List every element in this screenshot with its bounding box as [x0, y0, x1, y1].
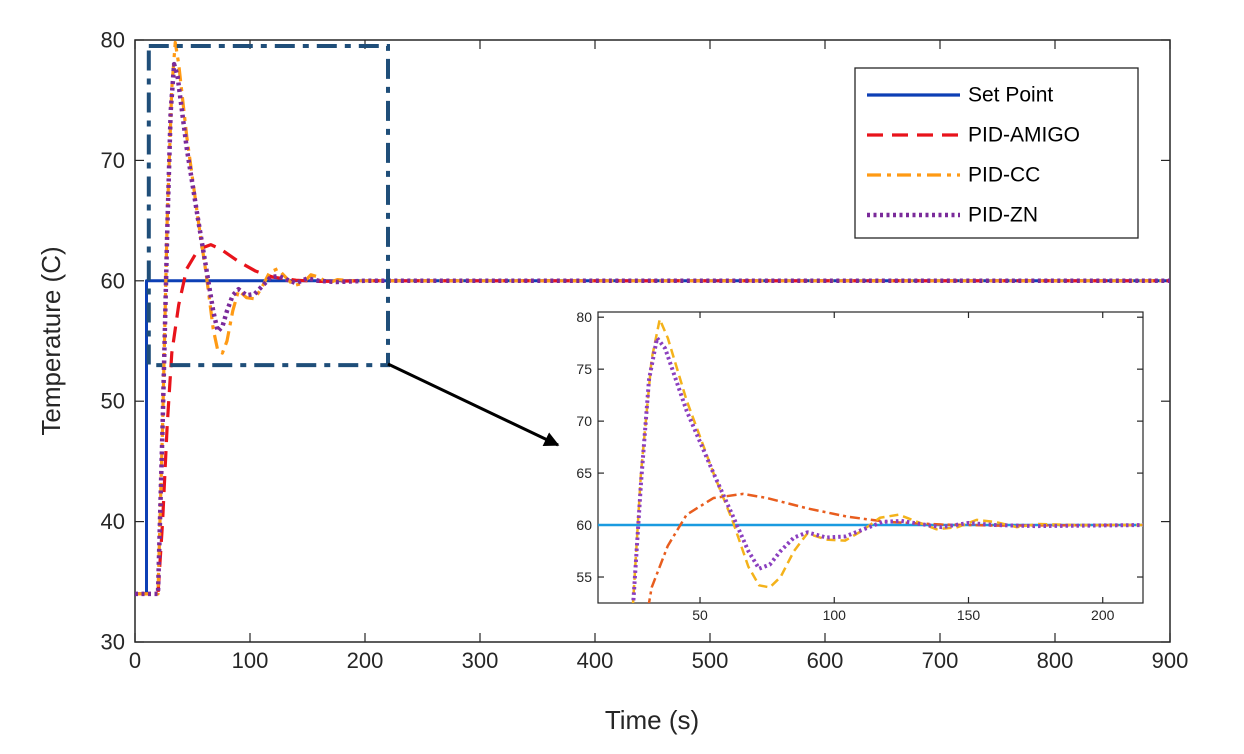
- y-tick-label: 30: [101, 630, 125, 655]
- main-series-pid-cc: [135, 40, 1170, 596]
- y-tick-label: 40: [101, 509, 125, 534]
- inset-plot-area: [597, 311, 1144, 604]
- legend-label: Set Point: [968, 84, 1053, 107]
- y-tick-label: 60: [576, 517, 592, 533]
- y-tick-label: 80: [576, 309, 592, 325]
- inset-series-dotted: [631, 335, 1143, 603]
- main-axis-ticks: 0 100 200 300 400 500 600 700 800 900 30 40 50 60 70 80: [101, 28, 1189, 674]
- x-tick-label: 150: [957, 607, 981, 623]
- x-axis-title: Time (s): [605, 705, 699, 735]
- main-series-pid-zn: [135, 61, 1170, 597]
- y-tick-label: 70: [101, 148, 125, 173]
- x-tick-label: 50: [692, 607, 708, 623]
- main-series-group: [135, 40, 1170, 597]
- x-tick-label: 900: [1152, 648, 1189, 673]
- y-axis-title: Temperature (C): [36, 246, 66, 435]
- x-tick-label: 100: [823, 607, 847, 623]
- legend-label: PID-ZN: [968, 204, 1038, 227]
- x-tick-label: 700: [922, 648, 959, 673]
- y-tick-label: 65: [576, 465, 592, 481]
- x-tick-label: 0: [129, 648, 141, 673]
- x-tick-label: 400: [577, 648, 614, 673]
- y-tick-label: 70: [576, 413, 592, 429]
- x-tick-label: 100: [232, 648, 269, 673]
- inset-series-group: [598, 318, 1143, 603]
- legend: Set Point PID-AMIGO PID-CC PID-ZN: [854, 67, 1139, 239]
- inset-series-dashdot: [647, 492, 1143, 603]
- x-tick-label: 200: [1091, 607, 1115, 623]
- y-tick-label: 55: [576, 569, 592, 585]
- y-tick-label: 50: [101, 389, 125, 414]
- zoom-box: [146, 44, 390, 368]
- legend-label: PID-CC: [968, 164, 1040, 187]
- x-tick-label: 300: [462, 648, 499, 673]
- legend-label: PID-AMIGO: [968, 124, 1080, 147]
- x-tick-label: 500: [692, 648, 729, 673]
- y-tick-label: 80: [101, 28, 125, 53]
- x-tick-label: 200: [347, 648, 384, 673]
- y-tick-label: 75: [576, 361, 592, 377]
- y-tick-label: 60: [101, 268, 125, 293]
- x-tick-label: 800: [1037, 648, 1074, 673]
- zoom-box-group: [146, 44, 390, 368]
- zoom-arrow: [387, 362, 560, 447]
- x-tick-label: 600: [807, 648, 844, 673]
- inset-axis-ticks: 50 100 150 200 55 60 65 70 75 80: [576, 309, 1143, 623]
- main-series-pid-amigo: [135, 243, 1170, 596]
